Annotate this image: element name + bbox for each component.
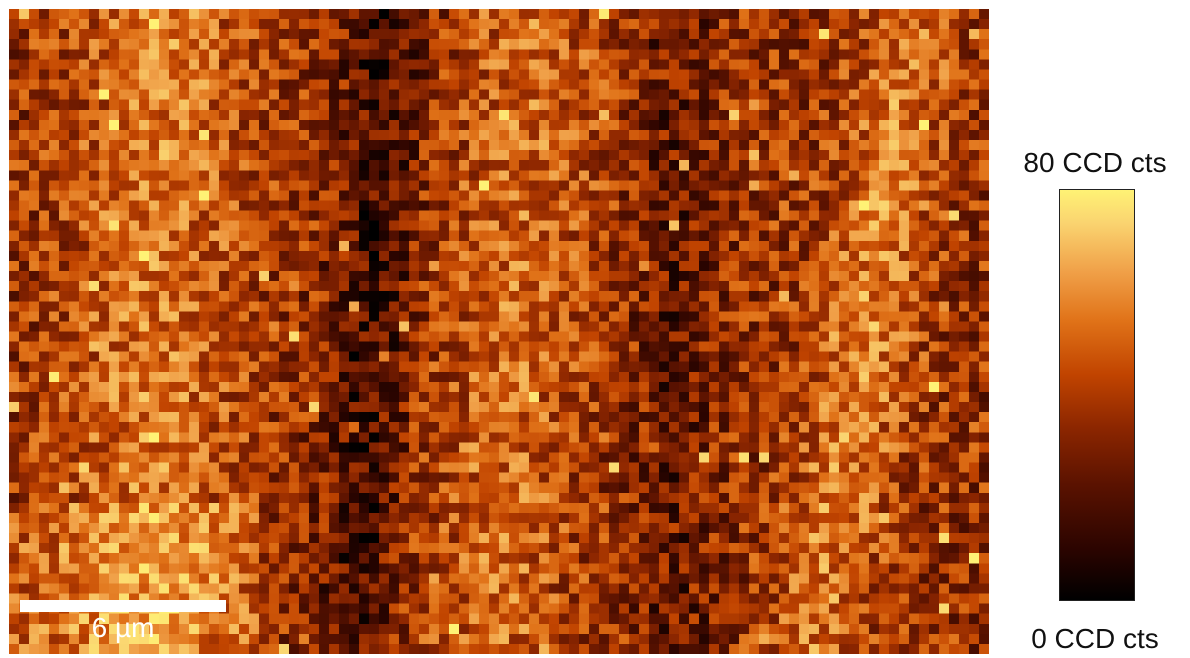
colorbar — [1059, 189, 1135, 601]
intensity-map-image — [9, 9, 989, 654]
scale-bar-label: 6 µm — [91, 612, 155, 643]
intensity-map-panel: 6 µm — [9, 9, 989, 654]
colorbar-min-label: 0 CCD cts — [1031, 623, 1159, 654]
colorbar-max-label: 80 CCD cts — [1023, 147, 1167, 178]
scale-bar — [20, 600, 226, 612]
